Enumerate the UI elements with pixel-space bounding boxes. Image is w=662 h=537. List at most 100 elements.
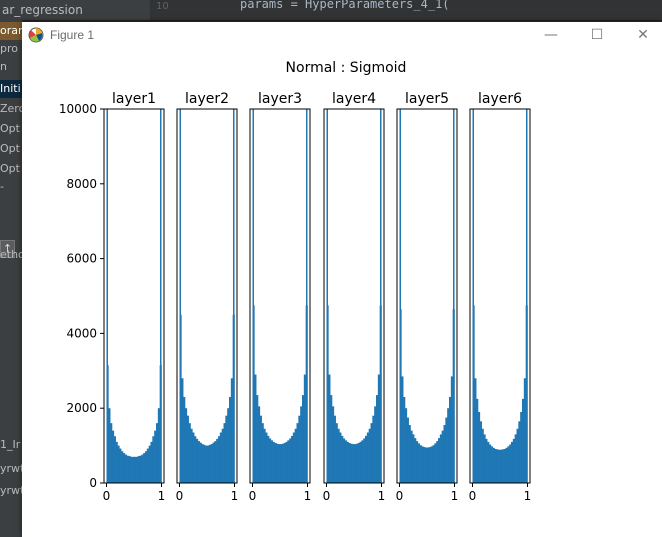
histogram-bar [223, 423, 226, 483]
histogram-bar [401, 376, 404, 483]
histogram-bar [376, 395, 379, 483]
title-bar[interactable]: Figure 1 — ☐ ✕ [22, 22, 662, 50]
histogram-bar [494, 448, 497, 483]
x-tick-label: 1 [378, 489, 386, 503]
project-item[interactable]: yrwt [0, 484, 22, 497]
close-button[interactable]: ✕ [637, 27, 649, 43]
histogram-bar [269, 438, 272, 483]
histogram-bar [372, 415, 375, 483]
project-item[interactable]: - [0, 180, 4, 193]
y-tick-label: 2000 [66, 401, 97, 415]
histogram-bar [412, 434, 415, 483]
histogram-bar [449, 396, 452, 483]
maximize-button[interactable]: ☐ [590, 27, 604, 43]
histogram-bar [190, 428, 193, 483]
histogram-bar [146, 448, 149, 483]
histogram-bar [196, 438, 199, 483]
subplot-title: layer4 [332, 91, 376, 107]
histogram-bar [337, 428, 340, 483]
histogram-bar [139, 455, 142, 483]
histogram-bar [500, 449, 503, 483]
project-item[interactable]: Opt [0, 122, 20, 135]
histogram-bar [145, 451, 148, 483]
histogram-bar [423, 447, 426, 483]
x-tick-label: 0 [176, 489, 184, 503]
ide-file-tab[interactable]: ar_regression [0, 0, 152, 20]
histogram-bar [330, 395, 333, 483]
histogram-bar [227, 408, 230, 483]
histogram-bar [450, 376, 453, 483]
histogram-bar [302, 395, 305, 483]
histogram-bar [512, 438, 515, 483]
histogram-bar [359, 441, 362, 483]
project-item[interactable]: pro [0, 42, 18, 55]
histogram-bar [421, 446, 424, 483]
ide-project-panel: orar pro n Initi Zero Opt Opt Opt - ↑ et… [0, 20, 22, 537]
x-tick-label: 1 [158, 489, 166, 503]
project-item[interactable]: Initi [0, 80, 22, 98]
histogram-bar [130, 456, 133, 483]
histogram-bar [489, 444, 492, 483]
project-item[interactable]: Zero [0, 102, 22, 115]
histogram-bar [281, 443, 284, 483]
figure-canvas: Normal : Sigmoid 0200040006000800010000l… [59, 60, 532, 503]
y-tick-label: 4000 [66, 326, 97, 340]
histogram-bar [205, 445, 208, 483]
x-tick-label: 0 [396, 489, 404, 503]
histogram-bar [278, 444, 281, 483]
histogram-bar [128, 456, 131, 483]
histogram-bar [447, 408, 450, 483]
project-item[interactable]: n [0, 60, 7, 73]
histogram-bar [110, 423, 113, 483]
histogram-bar [492, 447, 495, 483]
y-tick-label: 8000 [66, 177, 97, 191]
histogram-bar [137, 456, 140, 483]
arrow-up-icon[interactable]: ↑ [0, 240, 15, 258]
histogram-bar [199, 442, 202, 483]
ide-code-line[interactable]: params = HyperParameters_4_1( [240, 0, 450, 11]
subplot-title: layer3 [258, 91, 302, 107]
histogram-bar [443, 425, 446, 483]
project-item[interactable]: orar [0, 22, 22, 40]
histogram-bar [210, 444, 213, 483]
histogram-bar [267, 435, 270, 483]
histogram-bar [119, 448, 122, 483]
histogram-bar [514, 434, 517, 483]
histogram-edge-bar [306, 109, 308, 483]
histogram-bar [270, 440, 273, 483]
histogram-edge-bar [453, 109, 455, 483]
project-item[interactable]: etho [0, 248, 22, 261]
x-tick-label: 0 [469, 489, 477, 503]
histogram-bar [203, 444, 206, 483]
histogram-bar [505, 447, 508, 483]
project-item[interactable]: 1_Ir [0, 438, 21, 451]
project-item[interactable]: Opt [0, 162, 20, 175]
histogram-bar [216, 438, 219, 483]
histogram-bar [285, 441, 288, 483]
histogram-bar [296, 423, 299, 483]
histogram-bar [370, 423, 373, 483]
histogram-bar [354, 444, 357, 483]
histogram-bar [441, 430, 444, 483]
histogram-bar [363, 438, 366, 483]
histogram-edge-bar [106, 109, 108, 483]
histogram-bar [289, 438, 292, 483]
minimize-button[interactable]: — [544, 27, 558, 43]
histogram-bar [135, 456, 138, 483]
histogram-bar [368, 428, 371, 483]
project-item[interactable]: Opt [0, 142, 20, 155]
histogram-bar [141, 454, 144, 483]
project-item[interactable]: yrwt [0, 462, 22, 475]
histogram-bar [408, 425, 411, 483]
histogram-bar [292, 432, 295, 483]
histogram-bar [263, 428, 266, 483]
histogram-bar [121, 451, 124, 483]
histogram-bar [157, 408, 160, 483]
x-tick-label: 1 [451, 489, 459, 503]
histogram-bar [287, 440, 290, 483]
histogram-bar [272, 441, 275, 483]
ide-top-bar: ar_regression 10 params = HyperParameter… [0, 0, 662, 21]
histogram-bar [410, 430, 413, 483]
histogram-bar [348, 442, 351, 483]
